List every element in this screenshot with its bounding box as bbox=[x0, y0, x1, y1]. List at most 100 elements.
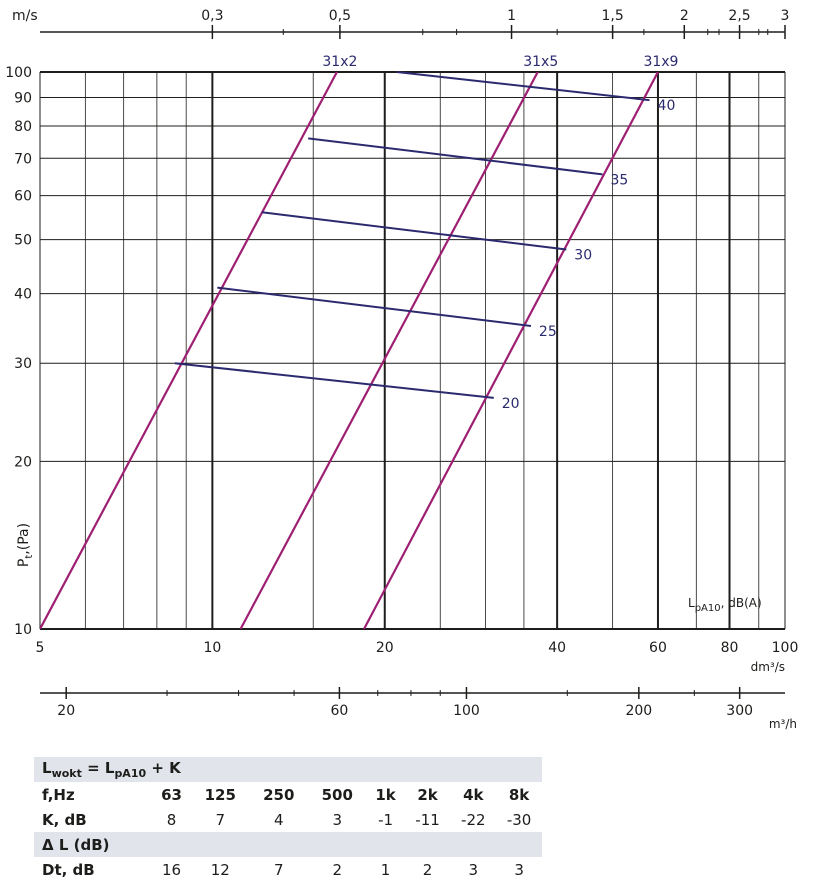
delta-row: Δ L (dB) bbox=[34, 832, 542, 857]
delta-label: Δ L (dB) bbox=[34, 832, 542, 857]
m3h-tick-label: 200 bbox=[625, 703, 652, 719]
series-line bbox=[239, 72, 539, 629]
y-tick-label: 40 bbox=[14, 287, 32, 303]
k-cell: 4 bbox=[273, 810, 284, 829]
noise-level-lines: 20 25 30 35 40 bbox=[174, 71, 676, 412]
y-tick-label: 90 bbox=[14, 90, 32, 106]
k-cell: -1 bbox=[378, 810, 394, 829]
noise-unit-label: LpA10, dB(A) bbox=[688, 596, 762, 614]
dt-cell: 2 bbox=[422, 860, 433, 879]
noise-label: 20 bbox=[502, 396, 520, 412]
freq-cell: 125 bbox=[204, 785, 236, 804]
noise-line bbox=[396, 71, 650, 102]
x-tick-label: 10 bbox=[203, 640, 221, 656]
m3h-tick-label: 100 bbox=[453, 703, 480, 719]
formula-sub: pA10 bbox=[114, 767, 147, 780]
y-tick-label: 10 bbox=[14, 622, 32, 638]
x-tick-label: 20 bbox=[376, 640, 394, 656]
k-cell: 8 bbox=[166, 810, 177, 829]
formula-cell: Lwokt = LpA10 + K bbox=[34, 757, 542, 782]
m3h-axis: 20 60 100 200 300 m³/h bbox=[40, 687, 797, 731]
noise-line bbox=[308, 137, 603, 176]
x-unit-label: dm³/s bbox=[751, 660, 785, 674]
y-label-main: P bbox=[16, 559, 32, 567]
dt-cell: 1 bbox=[380, 860, 391, 879]
dt-cell: 16 bbox=[161, 860, 182, 879]
k-cell: 7 bbox=[215, 810, 226, 829]
correction-table: Lwokt = LpA10 + K f,Hz 63 125 250 500 1k… bbox=[34, 757, 542, 882]
dt-cell: 3 bbox=[468, 860, 479, 879]
k-row: K, dB 8 7 4 3 -1 -11 -22 -30 bbox=[34, 807, 542, 832]
y-tick-label: 20 bbox=[14, 454, 32, 470]
noise-label: 35 bbox=[610, 172, 628, 188]
formula-sub: wokt bbox=[51, 767, 82, 780]
freq-cell: 63 bbox=[161, 785, 182, 804]
m3h-unit-label: m³/h bbox=[769, 717, 797, 731]
noise-unit-sub: pA10 bbox=[695, 603, 721, 614]
freq-cell: 1k bbox=[375, 785, 396, 804]
freq-cell: 4k bbox=[463, 785, 484, 804]
velocity-tick-label: 0,3 bbox=[201, 8, 223, 24]
formula-part: + K bbox=[146, 759, 181, 777]
velocity-tick-label: 3 bbox=[781, 8, 790, 24]
y-tick-label: 70 bbox=[14, 151, 32, 167]
noise-label: 25 bbox=[539, 324, 557, 340]
y-label-tail: ,(Pa) bbox=[16, 523, 32, 555]
series-line bbox=[363, 72, 659, 629]
velocity-tick-label: 0,5 bbox=[329, 8, 351, 24]
noise-label: 30 bbox=[574, 248, 592, 264]
series-label: 31x9 bbox=[643, 54, 678, 70]
dt-cell: 7 bbox=[273, 860, 284, 879]
m3h-tick-label: 60 bbox=[330, 703, 348, 719]
velocity-axis: 0,3 0,5 1 1,5 2 2,5 3 m/s bbox=[12, 8, 789, 39]
row-label: Dt, dB bbox=[42, 860, 95, 879]
x-tick-label: 100 bbox=[772, 640, 799, 656]
y-tick-label: 50 bbox=[14, 233, 32, 249]
y-tick-label: 100 bbox=[5, 65, 32, 81]
x-tick-label: 60 bbox=[649, 640, 667, 656]
series-label: 31x5 bbox=[523, 54, 558, 70]
dt-row: Dt, dB 16 12 7 2 1 2 3 3 bbox=[34, 857, 542, 882]
dt-cell: 12 bbox=[210, 860, 230, 879]
k-cell: -11 bbox=[415, 810, 440, 829]
velocity-tick-label: 2 bbox=[680, 8, 689, 24]
m3h-tick-label: 300 bbox=[726, 703, 753, 719]
series-label: 31x2 bbox=[322, 54, 357, 70]
noise-label: 40 bbox=[658, 98, 676, 114]
freq-cell: 500 bbox=[321, 785, 353, 804]
freq-cell: 8k bbox=[508, 785, 530, 804]
velocity-tick-label: 1,5 bbox=[601, 8, 623, 24]
noise-unit-tail: , dB(A) bbox=[721, 596, 762, 610]
chart-labels: 31x2 31x5 31x9 LpA10, dB(A) Pt,(Pa) bbox=[16, 54, 762, 614]
y-label-sub: t bbox=[24, 555, 35, 559]
y-tick-label: 30 bbox=[14, 356, 32, 372]
formula-part: L bbox=[42, 759, 52, 777]
x-tick-label: 40 bbox=[548, 640, 566, 656]
velocity-tick-label: 2,5 bbox=[728, 8, 750, 24]
formula-row: Lwokt = LpA10 + K bbox=[34, 757, 542, 782]
freq-cell: 250 bbox=[263, 785, 295, 804]
velocity-tick-label: 1 bbox=[507, 8, 516, 24]
x-tick-label: 5 bbox=[36, 640, 45, 656]
noise-line bbox=[217, 286, 532, 327]
k-cell: 3 bbox=[332, 810, 343, 829]
freq-cell: 2k bbox=[417, 785, 438, 804]
m3h-tick-label: 20 bbox=[57, 703, 75, 719]
y-tick-label: 60 bbox=[14, 189, 32, 205]
dt-cell: 2 bbox=[332, 860, 343, 879]
frequency-row: f,Hz 63 125 250 500 1k 2k 4k 8k bbox=[34, 782, 542, 807]
y-tick-label: 80 bbox=[14, 119, 32, 135]
dt-cell: 3 bbox=[514, 860, 524, 879]
noise-line bbox=[174, 362, 494, 399]
formula-part: = L bbox=[81, 759, 115, 777]
noise-unit-main: L bbox=[688, 596, 695, 610]
duct-series-lines bbox=[40, 72, 659, 629]
k-cell: -22 bbox=[461, 810, 486, 829]
x-tick-label: 80 bbox=[721, 640, 739, 656]
y-axis-label: Pt,(Pa) bbox=[16, 523, 35, 567]
row-label: K, dB bbox=[42, 810, 87, 829]
series-line bbox=[40, 72, 338, 629]
noise-line bbox=[261, 211, 567, 251]
